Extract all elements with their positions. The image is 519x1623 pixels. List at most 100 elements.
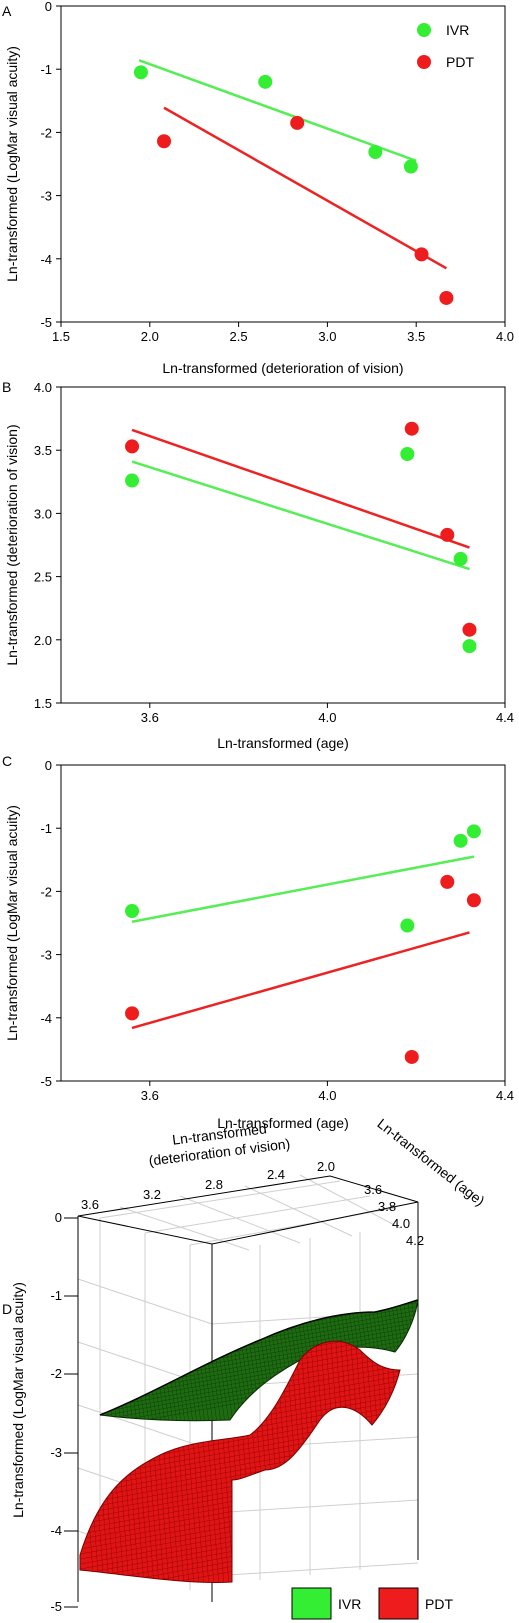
tick-label: 3.8: [378, 1199, 396, 1214]
x-axis-label-b: Ln-transformed (age): [217, 735, 349, 751]
panel-a: A 1.5 2.0 2.5 3.0 3.5 4.0 0 -1 -2 -3 -4 -5 Ln-trans…: [2, 0, 514, 376]
y-tick-label: -4: [40, 1011, 52, 1026]
tick-label: 0: [55, 1210, 62, 1225]
y-ticks-d: 0 -1 -2 -3 -4 -5: [50, 1210, 78, 1614]
legend-label-pdt-d: PDT: [425, 1596, 453, 1612]
data-point-ivr: [368, 144, 383, 159]
data-point-pdt: [125, 439, 140, 454]
panel-letter-a: A: [2, 3, 12, 19]
tick-label: 2.8: [205, 1177, 223, 1192]
y-tick-label: -5: [40, 1074, 52, 1089]
data-point-ivr: [133, 65, 148, 80]
data-point-pdt: [404, 421, 419, 436]
data-point-pdt: [125, 1006, 140, 1021]
legend-label-ivr: IVR: [446, 22, 469, 38]
legend-marker-pdt: [417, 55, 431, 69]
y-axis-label-d: Ln-transformed (LogMar visual acuity): [10, 1282, 26, 1518]
x-axis-label-a: Ln-transformed (deterioration of vision): [162, 360, 403, 376]
x-tick-label: 3.6: [141, 710, 159, 725]
data-point-pdt: [439, 290, 454, 305]
legend-swatch-ivr: [291, 1587, 332, 1620]
plot-frame-b: [60, 386, 506, 704]
data-point-pdt: [414, 247, 429, 262]
panel-b: B 3.6 4.0 4.4 4.0 3.5 3.0 2.5 2.0 1.5 Ln-transfo…: [2, 379, 514, 751]
data-point-pdt: [440, 874, 455, 889]
y-tick-label: 1.5: [34, 696, 52, 711]
data-point-pdt: [466, 893, 481, 908]
data-point-ivr: [400, 918, 415, 933]
data-point-ivr: [125, 903, 140, 918]
tick-label: 4.2: [406, 1233, 424, 1248]
legend-label-pdt: PDT: [446, 54, 474, 70]
x-tick-label: 3.6: [141, 1088, 159, 1103]
plot-frame-a: [60, 5, 506, 323]
z-axis-label-d: Ln-transformed (age): [374, 1115, 487, 1209]
tick-label: -1: [50, 1288, 62, 1303]
data-point-ivr: [403, 159, 418, 174]
tick-label: -2: [50, 1366, 62, 1381]
data-point-ivr: [400, 446, 415, 461]
tick-label: 3.6: [364, 1182, 382, 1197]
y-tick-label: -2: [40, 125, 52, 140]
y-tick-label: -1: [40, 821, 52, 836]
x-axis-label-c: Ln-transformed (age): [217, 1115, 349, 1131]
y-tick-label: -3: [40, 948, 52, 963]
data-point-ivr: [453, 551, 468, 566]
x-tick-label: 3.0: [318, 329, 336, 344]
y-tick-label: 0: [45, 0, 52, 14]
tick-label: -3: [50, 1445, 62, 1460]
legend-label-ivr-d: IVR: [338, 1596, 361, 1612]
data-point-pdt: [290, 115, 305, 130]
y-tick-label: 4.0: [34, 380, 52, 395]
x-tick-label: 4.4: [496, 710, 514, 725]
x-tick-label: 1.5: [52, 329, 70, 344]
box-3d: [77, 1175, 419, 1602]
data-point-pdt: [462, 622, 477, 637]
x-tick-label: 4.0: [496, 329, 514, 344]
y-axis-label-c: Ln-transformed (LogMar visual acuity): [4, 805, 20, 1041]
data-point-pdt: [440, 527, 455, 542]
tick-label: 4.0: [392, 1216, 410, 1231]
x-tick-label: 4.4: [496, 1088, 514, 1103]
y-tick-label: -1: [40, 62, 52, 77]
panel-letter-d: D: [2, 1301, 12, 1317]
y-axis-label-a: Ln-transformed (LogMar visual acuity): [4, 46, 20, 282]
panel-letter-b: B: [2, 379, 11, 395]
data-point-ivr: [466, 824, 481, 839]
z-ticks-d: 3.6 3.8 4.0 4.2: [364, 1182, 424, 1248]
y-tick-label: 2.0: [34, 633, 52, 648]
data-point-pdt: [404, 1049, 419, 1064]
x-tick-label: 4.0: [318, 1088, 336, 1103]
tick-label: 2.0: [317, 1159, 335, 1174]
fit-line-pdt: [163, 106, 448, 270]
x-ticks-d: 3.6 3.2 2.8 2.4 2.0: [81, 1159, 335, 1212]
x-tick-label: 4.0: [318, 710, 336, 725]
y-axis-label-b: Ln-transformed (deterioration of vision): [4, 424, 20, 665]
data-point-ivr: [453, 833, 468, 848]
fit-line-pdt: [131, 428, 470, 549]
panel-c: C 3.6 4.0 4.4 0 -1 -2 -3 -4 -5 Ln-transformed (a…: [2, 753, 514, 1131]
y-tick-label: 3.5: [34, 443, 52, 458]
tick-label: -5: [50, 1599, 62, 1614]
fit-line-pdt: [131, 931, 470, 1030]
legend-d: IVR PDT: [291, 1587, 453, 1620]
data-point-pdt: [157, 134, 172, 149]
y-tick-label: 3.0: [34, 506, 52, 521]
y-tick-label: -4: [40, 252, 52, 267]
data-point-ivr: [125, 473, 140, 488]
x-tick-label: 3.5: [407, 329, 425, 344]
plot-frame-c: [60, 764, 506, 1082]
tick-label: 3.6: [81, 1197, 99, 1212]
legend: IVR PDT: [417, 22, 474, 70]
x-tick-label: 2.0: [141, 329, 159, 344]
tick-label: 3.2: [143, 1187, 161, 1202]
y-tick-label: -3: [40, 189, 52, 204]
fit-line-ivr: [131, 460, 470, 571]
panel-d: D: [2, 1115, 488, 1620]
x-tick-label: 2.5: [230, 329, 248, 344]
panel-letter-c: C: [2, 753, 12, 769]
fit-line-ivr: [138, 59, 417, 163]
legend-swatch-pdt: [378, 1587, 419, 1620]
tick-label: -4: [50, 1523, 62, 1538]
